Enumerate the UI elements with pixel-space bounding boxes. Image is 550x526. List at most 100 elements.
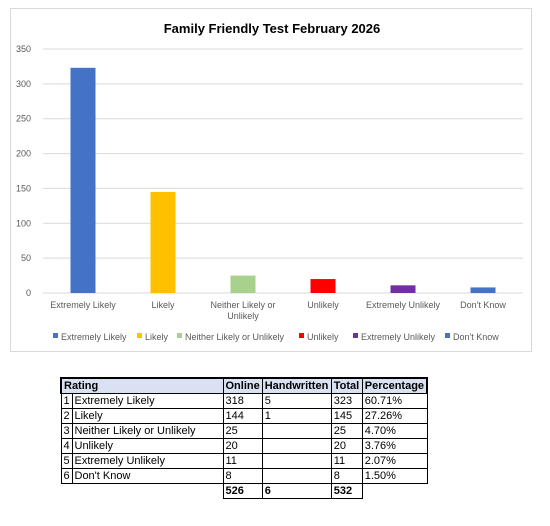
y-tick-label: 100 <box>16 218 31 228</box>
online-cell: 20 <box>222 438 263 454</box>
legend-swatch <box>445 333 450 338</box>
handwritten-cell <box>261 453 332 469</box>
y-tick-label: 150 <box>16 183 31 193</box>
legend-item: Don't Know <box>445 332 499 342</box>
online-cell: 8 <box>222 468 263 484</box>
results-table: Rating Online Handwritten Total Percenta… <box>60 377 429 499</box>
row-index: 5 <box>60 453 73 469</box>
y-tick-label: 0 <box>26 288 31 298</box>
percentage-cell: 3.76% <box>361 438 428 454</box>
table-row: 1 Extremely Likely 318 5 323 60.71% <box>60 393 428 409</box>
legend-item: Likely <box>137 332 169 342</box>
legend-label: Extremely Likely <box>61 332 127 342</box>
x-axis: Extremely Likely Likely Neither Likely or U… <box>50 300 506 321</box>
total-cell: 20 <box>330 438 363 454</box>
table-row: 3 Neither Likely or Unlikely 25 25 4.70% <box>60 423 428 439</box>
handwritten-cell <box>261 438 332 454</box>
totals-blank-end <box>362 484 427 499</box>
header-percentage: Percentage <box>361 377 429 394</box>
table-row: 5 Extremely Unlikely 11 11 2.07% <box>60 453 428 469</box>
table-row: 4 Unlikely 20 20 3.76% <box>60 438 428 454</box>
total-cell: 8 <box>330 468 363 484</box>
legend-swatch <box>353 333 358 338</box>
header-online: Online <box>222 377 263 394</box>
x-tick-label: Extremely Likely <box>50 300 116 310</box>
handwritten-cell: 5 <box>261 393 332 409</box>
percentage-cell: 27.26% <box>361 408 428 424</box>
legend-item: Neither Likely or Unlikely <box>177 332 285 342</box>
row-index: 2 <box>60 408 73 424</box>
handwritten-cell: 1 <box>261 408 332 424</box>
online-cell: 144 <box>222 408 263 424</box>
total-cell: 323 <box>330 393 363 409</box>
chart-area: Family Friendly Test February 2026 0 50 10… <box>10 8 532 352</box>
bars <box>70 67 496 293</box>
legend-label: Likely <box>145 332 169 342</box>
y-tick-label: 350 <box>16 44 31 54</box>
rating-cell: Unlikely <box>71 438 224 454</box>
header-handwritten: Handwritten <box>261 377 332 394</box>
percentage-cell: 1.50% <box>361 468 428 484</box>
header-total: Total <box>330 377 363 394</box>
bar <box>310 279 336 293</box>
total-online: 526 <box>222 483 263 499</box>
totals-row: 526 6 532 <box>61 483 427 499</box>
chart-title: Family Friendly Test February 2026 <box>164 21 381 36</box>
percentage-cell: 4.70% <box>361 423 428 439</box>
rating-cell: Neither Likely or Unlikely <box>71 423 224 439</box>
rating-cell: Extremely Likely <box>71 393 224 409</box>
legend-item: Unlikely <box>299 332 339 342</box>
total-cell: 25 <box>330 423 363 439</box>
legend-swatch <box>177 333 182 338</box>
x-tick-label: Unlikely <box>307 300 339 310</box>
header-rating: Rating <box>60 377 224 394</box>
row-index: 1 <box>60 393 73 409</box>
x-tick-label: Don't Know <box>460 300 506 310</box>
bar <box>470 287 496 293</box>
handwritten-cell <box>261 423 332 439</box>
legend-item: Extremely Likely <box>53 332 127 342</box>
bar <box>390 285 416 293</box>
table-header-row: Rating Online Handwritten Total Percenta… <box>60 377 429 394</box>
handwritten-cell <box>261 468 332 484</box>
y-axis: 0 50 100 150 200 250 300 350 <box>16 44 31 298</box>
percentage-cell: 2.07% <box>361 453 428 469</box>
x-tick-label: Extremely Unlikely <box>366 300 441 310</box>
legend: Extremely Likely Likely Neither Likely or … <box>53 332 499 342</box>
y-tick-label: 200 <box>16 149 31 159</box>
legend-item: Extremely Unlikely <box>353 332 436 342</box>
rating-cell: Extremely Unlikely <box>71 453 224 469</box>
row-index: 3 <box>60 423 73 439</box>
total-cell: 145 <box>330 408 363 424</box>
total-cell: 11 <box>330 453 363 469</box>
rating-cell: Likely <box>71 408 224 424</box>
legend-label: Unlikely <box>307 332 339 342</box>
y-tick-label: 50 <box>21 253 31 263</box>
legend-swatch <box>299 333 304 338</box>
legend-swatch <box>53 333 58 338</box>
legend-label: Neither Likely or Unlikely <box>185 332 285 342</box>
bar <box>150 191 176 293</box>
x-tick-label: Likely <box>151 300 175 310</box>
gridlines <box>43 48 523 294</box>
totals-blank <box>61 484 223 499</box>
bar <box>230 275 256 293</box>
x-tick-label: Neither Likely or Unlikely <box>210 300 275 321</box>
y-tick-label: 300 <box>16 79 31 89</box>
legend-label: Don't Know <box>453 332 499 342</box>
percentage-cell: 60.71% <box>361 393 428 409</box>
bar <box>70 67 96 293</box>
legend-swatch <box>137 333 142 338</box>
table-row: 6 Don't Know 8 8 1.50% <box>60 468 428 484</box>
total-total: 532 <box>330 483 363 499</box>
bar-chart: Family Friendly Test February 2026 0 50 10… <box>16 21 523 342</box>
online-cell: 11 <box>222 453 263 469</box>
row-index: 6 <box>60 468 73 484</box>
online-cell: 318 <box>222 393 263 409</box>
legend-label: Extremely Unlikely <box>361 332 436 342</box>
online-cell: 25 <box>222 423 263 439</box>
row-index: 4 <box>60 438 73 454</box>
table-row: 2 Likely 144 1 145 27.26% <box>60 408 428 424</box>
rating-cell: Don't Know <box>71 468 224 484</box>
total-handwritten: 6 <box>261 483 332 499</box>
